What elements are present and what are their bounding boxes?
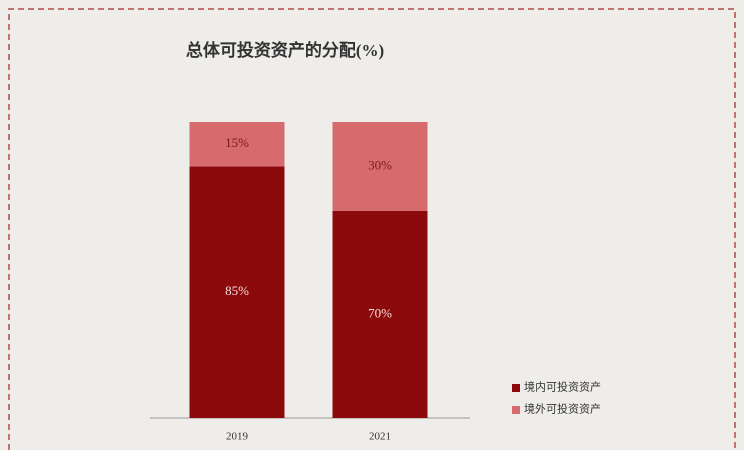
legend-label: 境外可投资资产 [524, 402, 601, 416]
legend-swatch [512, 406, 520, 414]
x-tick-label: 2019 [226, 431, 249, 443]
x-tick-label: 2021 [369, 431, 391, 443]
bar-segment [189, 166, 285, 418]
value-label: 15% [225, 135, 249, 150]
chart-title: 总体可投资资产的分配(%) [186, 40, 384, 60]
dashed-frame [8, 8, 736, 450]
bar-segment [332, 210, 428, 418]
legend-label: 境内可投资资产 [524, 380, 601, 394]
value-label: 85% [225, 283, 249, 298]
bar-segment [332, 122, 428, 211]
value-label: 30% [368, 157, 392, 172]
value-label: 70% [368, 305, 392, 320]
bar-segment [189, 122, 285, 167]
legend-swatch [512, 384, 520, 392]
